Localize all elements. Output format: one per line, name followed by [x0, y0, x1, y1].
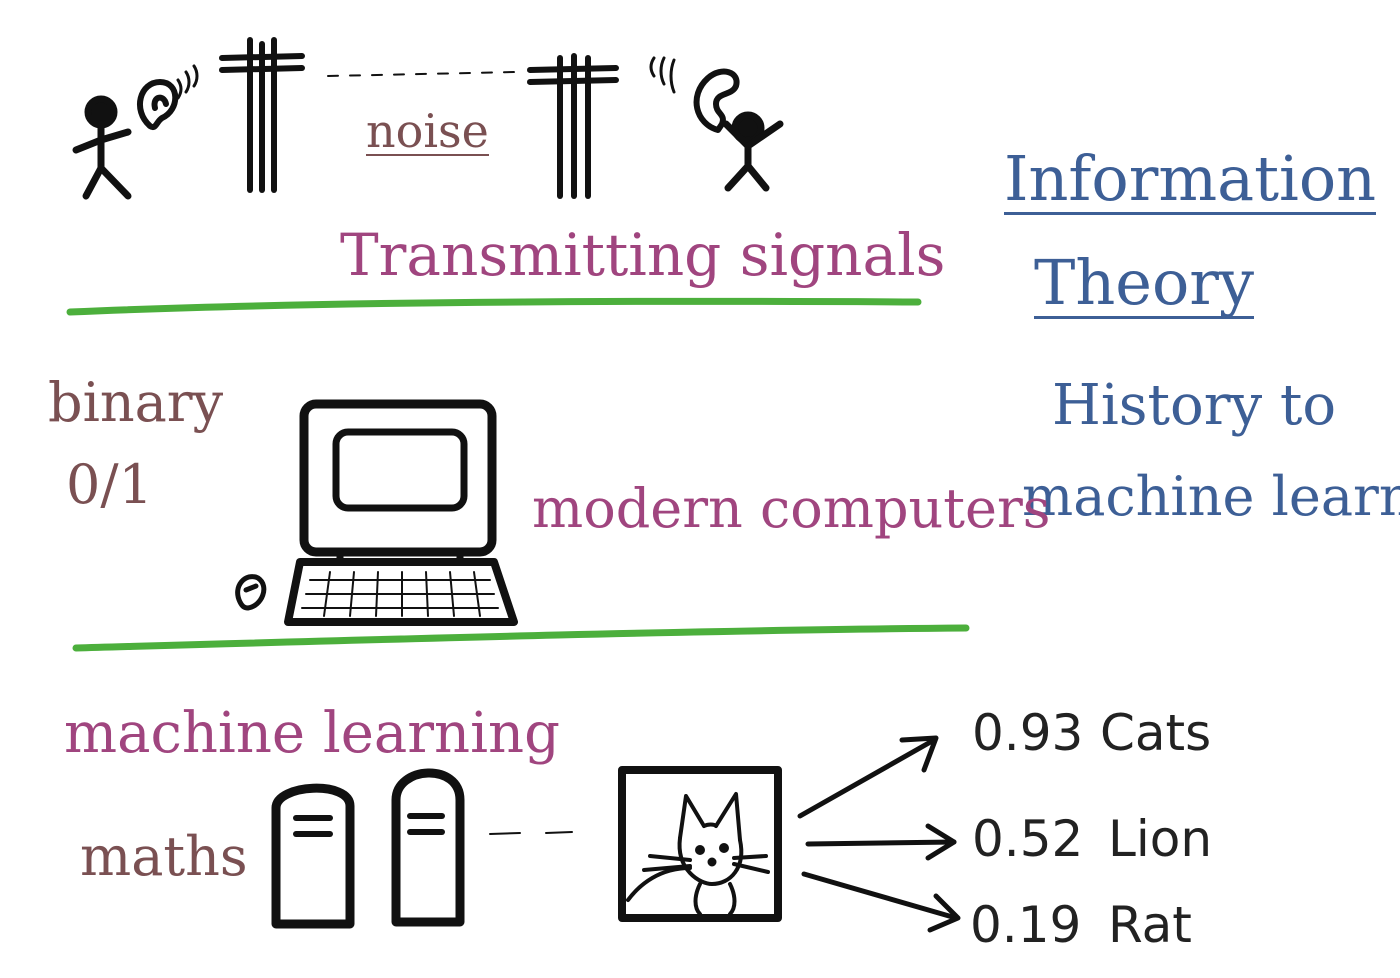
noise-label: noise	[366, 104, 489, 158]
caption-machine-learning: machine learning	[64, 701, 560, 766]
arrow-lion	[805, 839, 957, 847]
connector-dashes	[489, 831, 573, 835]
ear-icon	[137, 64, 199, 130]
computer-icon	[284, 399, 518, 626]
section-divider-2	[72, 624, 970, 652]
prediction-label: Rat	[1108, 896, 1192, 954]
section-divider-1	[66, 297, 922, 316]
prediction-arrows	[797, 735, 961, 933]
prediction-label: Cats	[1100, 704, 1212, 762]
telephone-pole-right-icon	[527, 53, 619, 199]
telephone-pole-left-icon	[219, 37, 305, 193]
binary-label: binary	[48, 371, 224, 434]
prediction-score: 0.93	[972, 704, 1084, 762]
cat-image-icon	[618, 766, 782, 922]
transmission-line	[327, 71, 517, 77]
maths-label: maths	[80, 825, 248, 888]
subtitle-machine-learning: machine learning	[1022, 465, 1400, 528]
person-right-icon	[722, 111, 784, 192]
caption-modern-computers: modern computers	[532, 477, 1051, 540]
arrow-cats	[797, 737, 937, 819]
binary-values: 0/1	[66, 453, 153, 516]
mouse-icon	[235, 574, 267, 611]
caption-transmitting-signals: Transmitting signals	[340, 221, 946, 289]
title-information: Information	[1004, 142, 1377, 215]
title-theory: Theory	[1034, 246, 1254, 319]
prediction-score: 0.52	[972, 810, 1084, 868]
subtitle-history: History to	[1052, 373, 1337, 438]
prediction-score: 0.19	[970, 896, 1082, 954]
server-icon	[271, 768, 465, 929]
arrow-rat	[801, 871, 959, 921]
person-left-icon	[72, 95, 132, 200]
prediction-label: Lion	[1108, 810, 1213, 868]
phone-handset-icon	[649, 56, 740, 133]
